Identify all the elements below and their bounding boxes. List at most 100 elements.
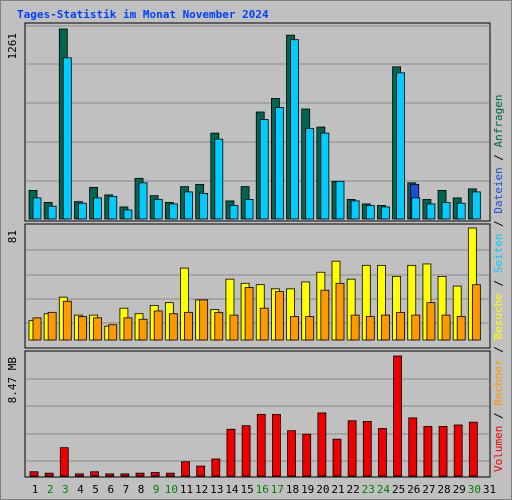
bar-volumen (75, 473, 84, 477)
bar-rechner (62, 300, 72, 341)
bar-rechner (274, 291, 284, 341)
day-label: 21 (331, 483, 344, 496)
bar-seiten (229, 205, 239, 220)
bar-rechner (259, 307, 269, 341)
day-label: 31 (483, 483, 496, 496)
bar-volumen (90, 471, 99, 477)
bar-seiten (214, 138, 224, 220)
page-title: Tages-Statistik im Monat November 2024 (17, 8, 269, 21)
day-label: 5 (92, 483, 99, 496)
day-label: 24 (377, 483, 391, 496)
bar-rechner (426, 302, 436, 341)
legend-separator: / (492, 273, 505, 293)
bar-volumen (241, 425, 251, 477)
legend-separator: / (492, 340, 505, 360)
bar-volumen (347, 420, 357, 477)
day-label: 1 (32, 483, 39, 496)
legend-item: Seiten (492, 234, 505, 274)
bar-seiten (350, 200, 360, 220)
day-label: 30 (468, 483, 481, 496)
bar-volumen (317, 412, 327, 477)
bar-volumen (423, 426, 433, 477)
bar-rechner (138, 318, 148, 341)
bar-rechner (47, 311, 57, 341)
bar-volumen (302, 433, 312, 477)
bar-seiten (259, 119, 269, 220)
day-label: 22 (347, 483, 360, 496)
bar-volumen (150, 472, 160, 477)
bar-volumen (362, 421, 372, 477)
bar-rechner (305, 316, 315, 341)
day-label: 9 (153, 483, 160, 496)
bar-volumen (393, 355, 403, 477)
day-label: 4 (77, 483, 84, 496)
bar-rechner (153, 310, 163, 341)
legend-item: Besuche (492, 293, 505, 339)
day-label: 11 (180, 483, 193, 496)
bar-volumen (211, 458, 221, 477)
y-scale-label: 8.47 MB (6, 357, 19, 404)
legend-separator: / (492, 214, 505, 234)
day-label: 14 (225, 483, 239, 496)
bar-volumen (196, 465, 206, 477)
bar-volumen (29, 471, 39, 477)
bar-rechner (381, 314, 390, 341)
bar-volumen (120, 473, 130, 477)
bar-seiten (93, 197, 102, 220)
bar-seiten (305, 128, 315, 220)
y-scale-label: 81 (6, 230, 19, 243)
bar-volumen (438, 426, 448, 477)
day-label: 10 (165, 483, 178, 496)
bar-rechner (456, 316, 466, 341)
legend-item: Anfragen (492, 94, 505, 147)
bar-rechner (396, 311, 406, 341)
day-label: 28 (437, 483, 450, 496)
bar-seiten (153, 199, 163, 220)
bar-seiten (123, 209, 133, 220)
bar-rechner (78, 316, 87, 341)
bar-seiten (411, 197, 421, 220)
bar-rechner (93, 317, 102, 341)
bar-rechner (214, 311, 224, 341)
bar-rechner (108, 324, 118, 341)
bar-seiten (320, 132, 330, 220)
legend-item: Dateien (492, 167, 505, 213)
day-label: 2 (47, 483, 54, 496)
bar-seiten (62, 57, 72, 220)
bar-seiten (78, 202, 87, 220)
bar-volumen (59, 447, 69, 477)
bar-volumen (271, 413, 281, 477)
bar-rechner (335, 282, 345, 341)
day-label: 8 (138, 483, 145, 496)
bar-seiten (290, 39, 299, 220)
legend-separator: / (492, 406, 505, 426)
bar-seiten (441, 202, 451, 220)
bar-seiten (365, 205, 375, 220)
bar-volumen (181, 461, 190, 477)
bar-rechner (320, 289, 330, 341)
bar-volumen (165, 472, 175, 477)
bar-seiten (47, 205, 57, 220)
day-label: 13 (210, 483, 223, 496)
series-legend: Volumen / Rechner / Besuche / Seiten / D… (492, 94, 505, 472)
day-label: 25 (392, 483, 405, 496)
bar-seiten (32, 197, 42, 220)
day-label: 3 (62, 483, 69, 496)
bar-volumen (332, 438, 342, 477)
bar-volumen (408, 417, 418, 477)
bar-volumen (468, 421, 478, 477)
legend-item: Volumen (492, 426, 505, 472)
bar-volumen (453, 424, 463, 477)
day-label: 15 (240, 483, 253, 496)
bar-rechner (229, 314, 239, 341)
bar-rechner (123, 317, 133, 341)
bar-rechner (365, 316, 375, 341)
day-label: 17 (271, 483, 284, 496)
bar-seiten (471, 191, 481, 220)
day-label: 6 (107, 483, 114, 496)
y-scale-label: 1261 (6, 33, 19, 60)
bar-rechner (168, 313, 178, 341)
legend-item: Rechner (492, 359, 505, 406)
bar-seiten (108, 195, 118, 220)
